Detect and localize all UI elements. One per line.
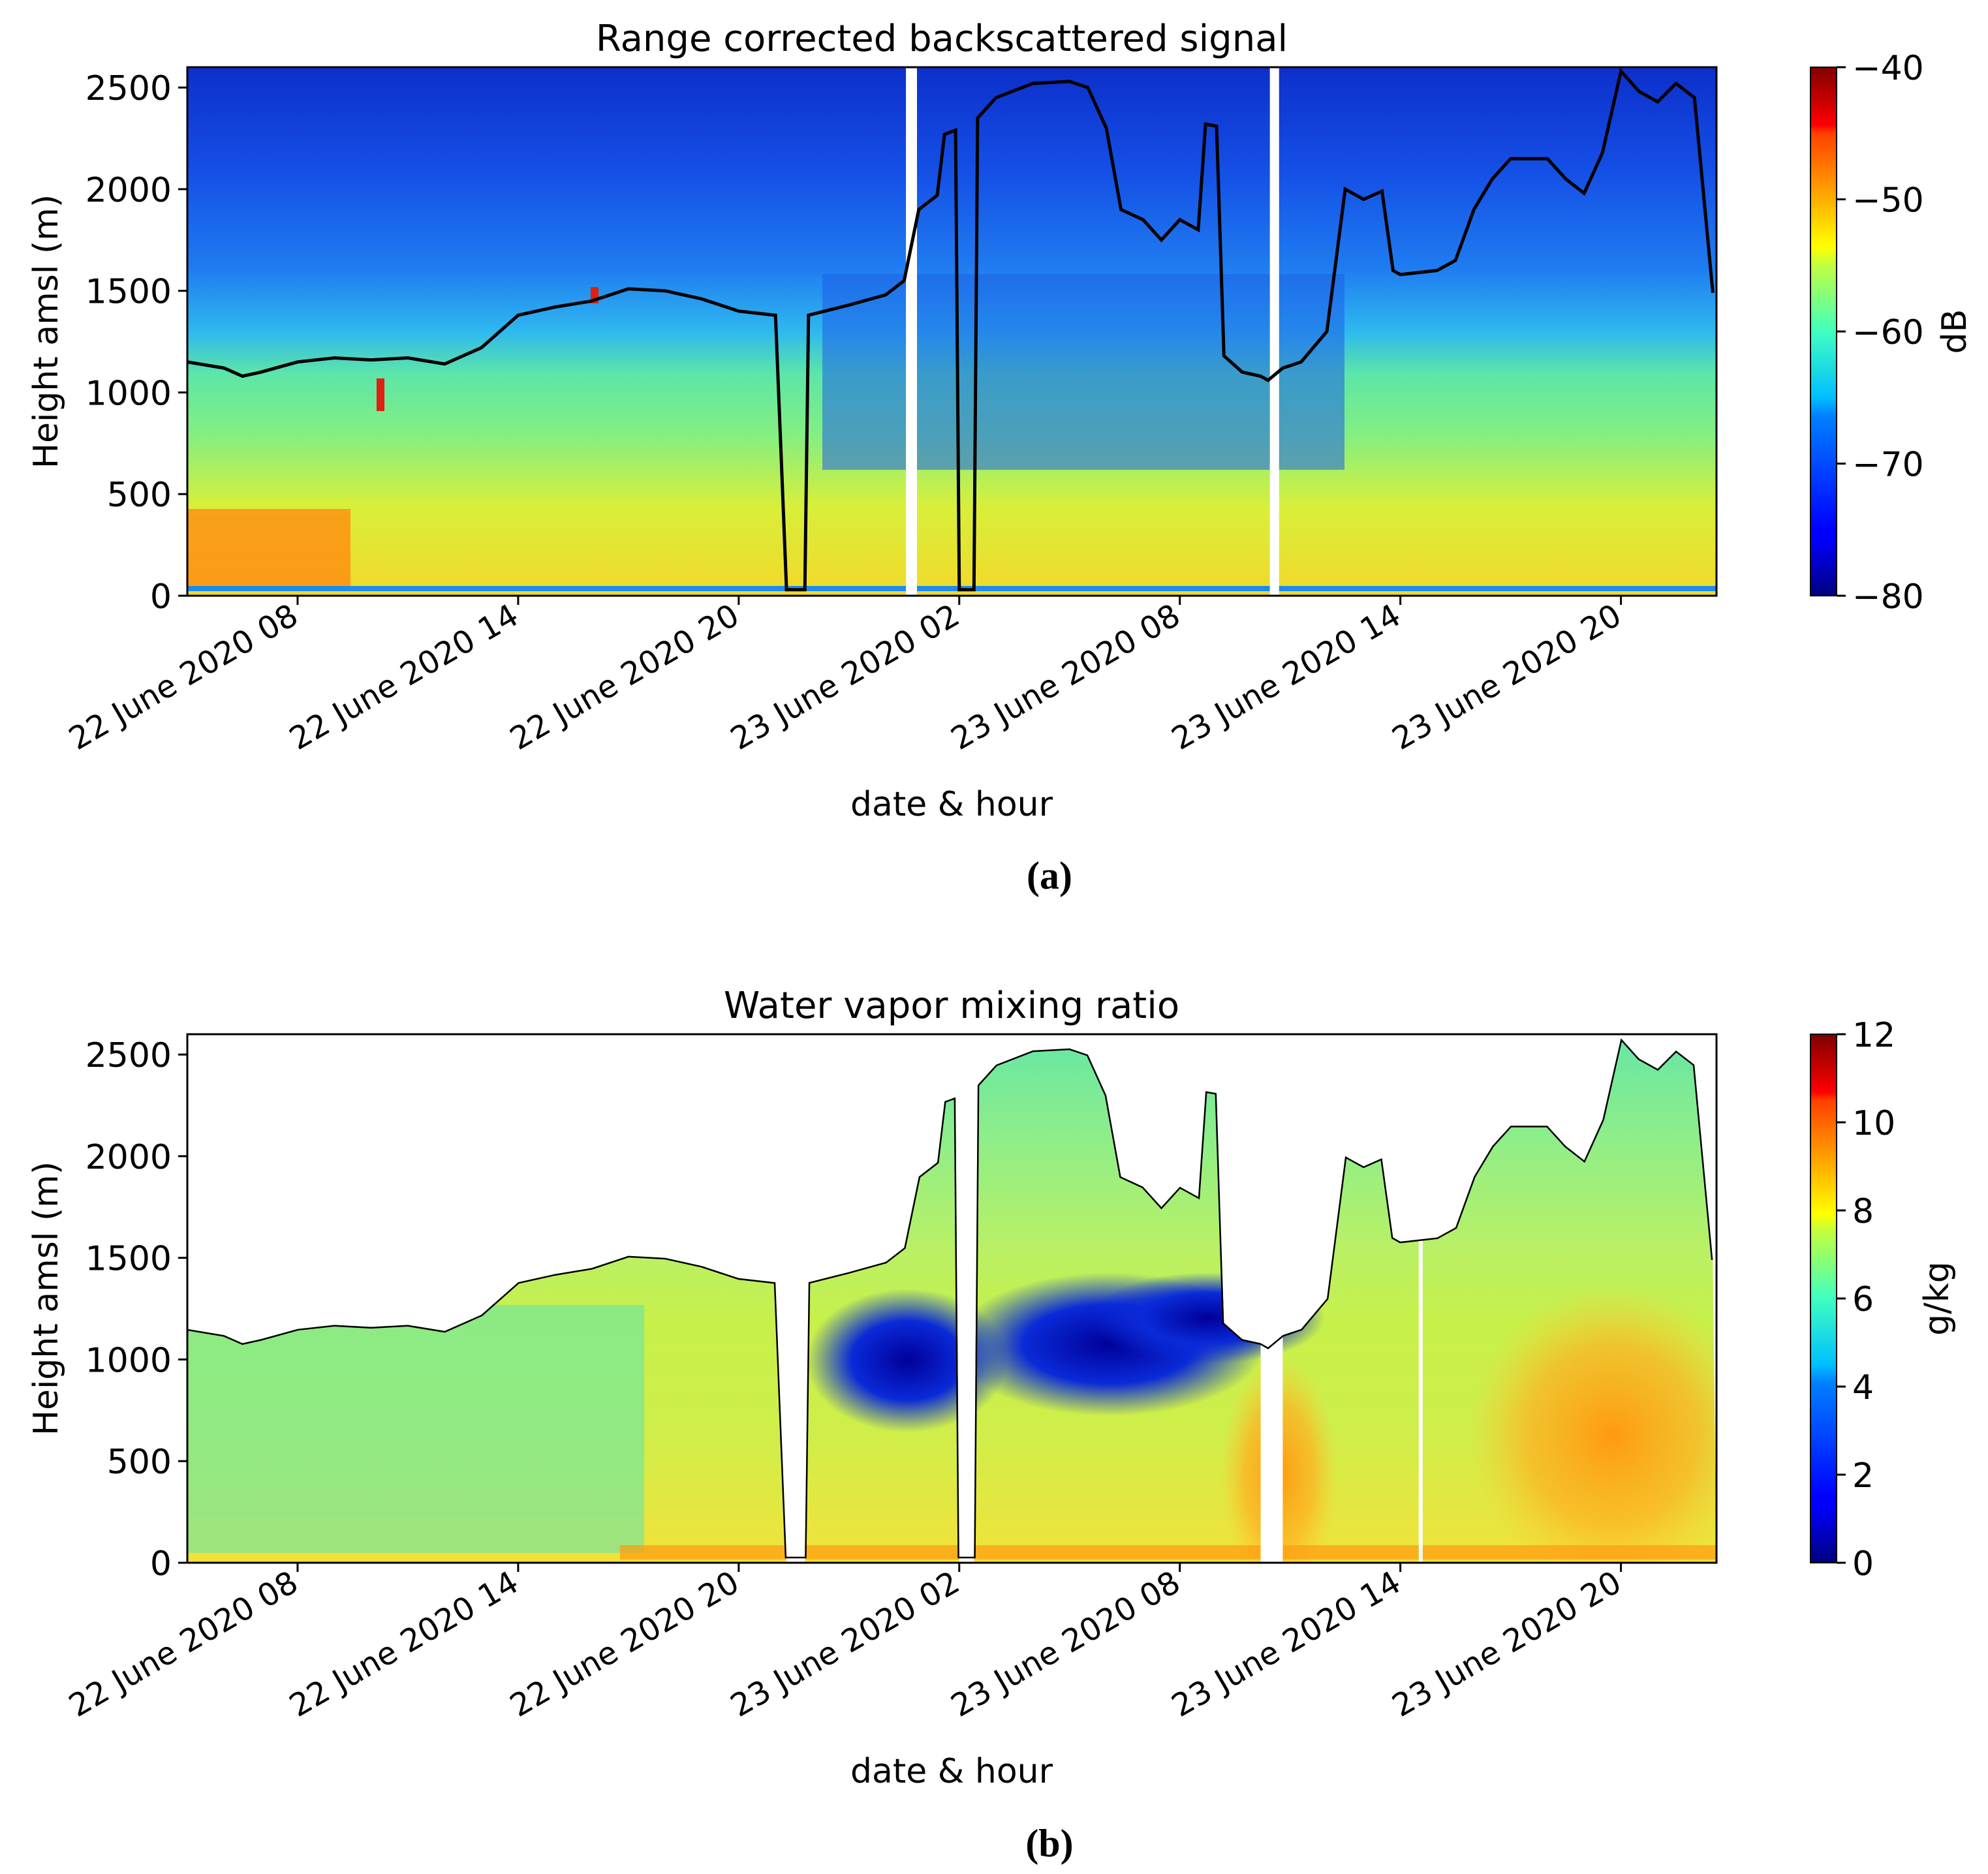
y-tick-label: 500 <box>107 1443 172 1482</box>
colorbar-ticks: 0 2 4 6 8 10 12 <box>1837 1016 1895 1584</box>
x-tick-label: 23 June 2020 14 <box>1166 597 1407 758</box>
y-tick-label: 500 <box>107 476 172 515</box>
colorbar-tick-label: 10 <box>1852 1104 1895 1143</box>
colorbar: 0 2 4 6 8 10 12 g/kg <box>1810 1016 1957 1584</box>
chart-panel-a: Range corrected backscattered signal 0 50… <box>27 18 1974 897</box>
colorbar-tick-label: −60 <box>1852 313 1924 352</box>
x-tick-label: 23 June 2020 14 <box>1166 1564 1407 1725</box>
y-axis: 0 500 1000 1500 2000 2500 <box>85 69 187 617</box>
colorbar-tick-label: 2 <box>1852 1456 1874 1496</box>
y-tick-label: 0 <box>150 1544 172 1584</box>
y-axis: 0 500 1000 1500 2000 2500 <box>85 1036 187 1584</box>
colorbar-gradient <box>1810 1034 1837 1563</box>
colorbar-ticks: −80 −70 −60 −50 −40 <box>1837 49 1924 617</box>
colorbar-tick-label: 12 <box>1852 1016 1895 1055</box>
data-gap <box>1269 67 1279 596</box>
colorbar-tick-label: 6 <box>1852 1280 1874 1319</box>
y-tick-label: 1000 <box>85 1341 172 1380</box>
colorbar-gradient <box>1810 67 1837 596</box>
lower-aerosol-warm <box>187 509 350 587</box>
surface-moist-band <box>620 1545 1716 1559</box>
plot-frame <box>186 66 1718 597</box>
y-tick-label: 0 <box>150 577 172 617</box>
surface-blind-zone <box>187 586 1716 591</box>
colorbar-label: g/kg <box>1918 1261 1957 1336</box>
chart-panel-b: Water vapor mixing ratio 050010001500200… <box>27 985 1957 1865</box>
y-tick-label: 2000 <box>85 171 172 210</box>
data-gap <box>786 1038 805 1563</box>
panel-label-b: (b) <box>1025 1822 1073 1865</box>
x-tick-label: 22 June 2020 08 <box>63 597 304 758</box>
colorbar-tick-label: −80 <box>1852 577 1924 617</box>
y-tick-label: 1000 <box>85 374 172 413</box>
x-axis-label: date & hour <box>850 785 1053 824</box>
colorbar-tick-label: 8 <box>1852 1192 1874 1231</box>
colorbar-label: dB <box>1935 309 1974 354</box>
chart-title: Range corrected backscattered signal <box>596 18 1288 60</box>
heatmap-backscatter <box>187 67 1716 596</box>
aerosol-spike <box>377 378 384 411</box>
colorbar-tick-label: −40 <box>1852 49 1924 88</box>
x-axis-label: date & hour <box>850 1752 1053 1791</box>
heatmap-water-vapor <box>187 1038 1716 1563</box>
residual-layer-blue <box>822 274 1344 470</box>
data-gap <box>906 67 917 596</box>
y-axis-label: Height amsl (m) <box>27 194 66 468</box>
x-tick-label: 23 June 2020 20 <box>1386 597 1628 758</box>
y-axis-label: Height amsl (m) <box>27 1161 66 1436</box>
x-tick-label: 23 June 2020 02 <box>724 597 966 758</box>
x-tick-label: 23 June 2020 08 <box>945 597 1187 758</box>
data-gap <box>959 1038 974 1563</box>
plot-frame <box>186 1033 1718 1564</box>
colorbar: −80 −70 −60 −50 −40 dB <box>1810 49 1974 617</box>
y-tick-label: 2500 <box>85 69 172 108</box>
x-tick-label: 22 June 2020 08 <box>63 1564 304 1725</box>
colorbar-tick-label: −70 <box>1852 446 1924 485</box>
y-tick-label: 1500 <box>85 273 172 312</box>
data-gap <box>1418 1038 1423 1563</box>
moist-layer <box>1468 1285 1716 1563</box>
colorbar-tick-label: −50 <box>1852 181 1924 221</box>
chart-title: Water vapor mixing ratio <box>724 985 1179 1027</box>
dry-layer <box>1090 1272 1325 1364</box>
x-tick-label: 22 June 2020 20 <box>504 1564 745 1725</box>
y-tick-label: 1500 <box>85 1240 172 1279</box>
data-gap <box>1260 1038 1283 1563</box>
y-tick-label: 2000 <box>85 1138 172 1177</box>
colorbar-tick-label: 0 <box>1852 1544 1874 1584</box>
x-tick-label: 23 June 2020 20 <box>1386 1564 1628 1725</box>
x-tick-label: 23 June 2020 08 <box>945 1564 1187 1725</box>
x-tick-label: 22 June 2020 14 <box>283 1564 525 1725</box>
pbl-height-line <box>187 67 1715 592</box>
colorbar-tick-label: 4 <box>1852 1368 1874 1407</box>
x-tick-label: 23 June 2020 02 <box>724 1564 966 1725</box>
x-tick-label: 22 June 2020 14 <box>283 597 525 758</box>
x-tick-label: 22 June 2020 20 <box>504 597 745 758</box>
panel-label-a: (a) <box>1027 854 1072 897</box>
pbl-height-line <box>187 1038 1715 1559</box>
morning-moist-surface <box>187 1305 644 1553</box>
y-tick-label: 2500 <box>85 1036 172 1075</box>
